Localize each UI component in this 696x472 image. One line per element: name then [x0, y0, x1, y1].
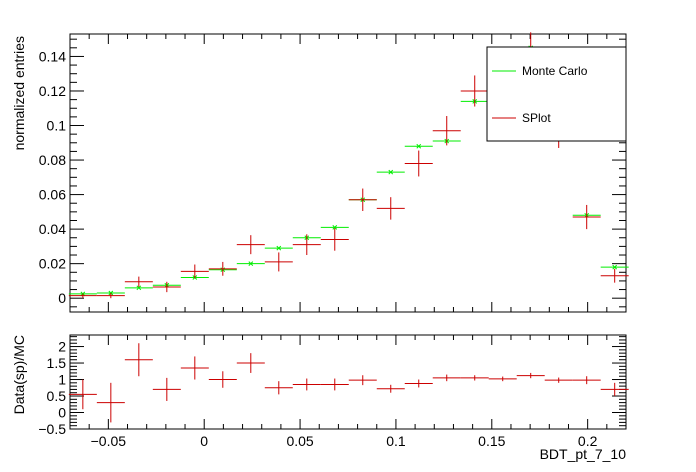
- y-tick-label: 0: [58, 405, 66, 421]
- data-point-marker: [612, 264, 618, 270]
- y-tick-label: 0.04: [39, 221, 66, 237]
- ratio-tick-marks: −0.05 0 0.05 0.1 0.15 0.2−0.500.511.52: [38, 335, 627, 449]
- data-point-marker: [332, 225, 338, 230]
- y-tick-label: 2: [58, 339, 66, 355]
- ratio-y-axis-title: Data(sp)/MC: [11, 335, 27, 414]
- y-tick-label: 0.12: [39, 83, 66, 99]
- main-y-axis-title: normalized entries: [11, 36, 27, 150]
- main-plot-frame: [69, 33, 627, 313]
- y-tick-label: 0: [58, 290, 66, 306]
- series-0: [68, 343, 629, 423]
- legend: Monte Carlo SPlot: [486, 46, 627, 142]
- legend-splot-label: SPlot: [522, 111, 551, 125]
- main-tick-marks: 0 0.02 0.04 0.06 0.08 0.1 0.12 0.14: [39, 34, 627, 312]
- x-tick-label: 0.1: [386, 433, 406, 449]
- ratio-data-layer: [68, 343, 629, 423]
- y-tick-label: 1.5: [47, 355, 67, 371]
- y-tick-label: −0.5: [38, 421, 66, 437]
- y-tick-label: 0.02: [39, 256, 66, 272]
- x-tick-label: 0.2: [578, 433, 598, 449]
- x-tick-label: 0.15: [478, 433, 505, 449]
- data-point-marker: [136, 285, 142, 291]
- y-tick-label: 0.08: [39, 152, 66, 168]
- main-panel: 0 0.02 0.04 0.06 0.08 0.1 0.12 0.14 normalized …: [11, 32, 629, 313]
- data-point-marker: [276, 245, 282, 251]
- x-tick-label: 0: [200, 433, 208, 449]
- data-point-marker: [388, 169, 394, 175]
- y-tick-label: 1: [58, 372, 66, 388]
- y-tick-label: 0.5: [47, 388, 67, 404]
- main-data-layer: [68, 32, 629, 299]
- ratio-panel: −0.05 0 0.05 0.1 0.15 0.2−0.500.511.52 Data(s…: [11, 334, 629, 462]
- data-point-marker: [248, 261, 254, 267]
- legend-mc-label: Monte Carlo: [522, 64, 588, 78]
- ratio-plot-frame: [69, 334, 627, 430]
- data-point-marker: [416, 143, 422, 149]
- x-tick-label: 0.05: [286, 433, 313, 449]
- x-tick-label: −0.05: [91, 433, 127, 449]
- y-tick-label: 0.06: [39, 187, 66, 203]
- y-tick-label: 0.1: [47, 118, 67, 134]
- x-axis-title: BDT_pt_7_10: [540, 446, 627, 462]
- legend-box: [486, 46, 627, 142]
- y-tick-label: 0.14: [39, 48, 66, 64]
